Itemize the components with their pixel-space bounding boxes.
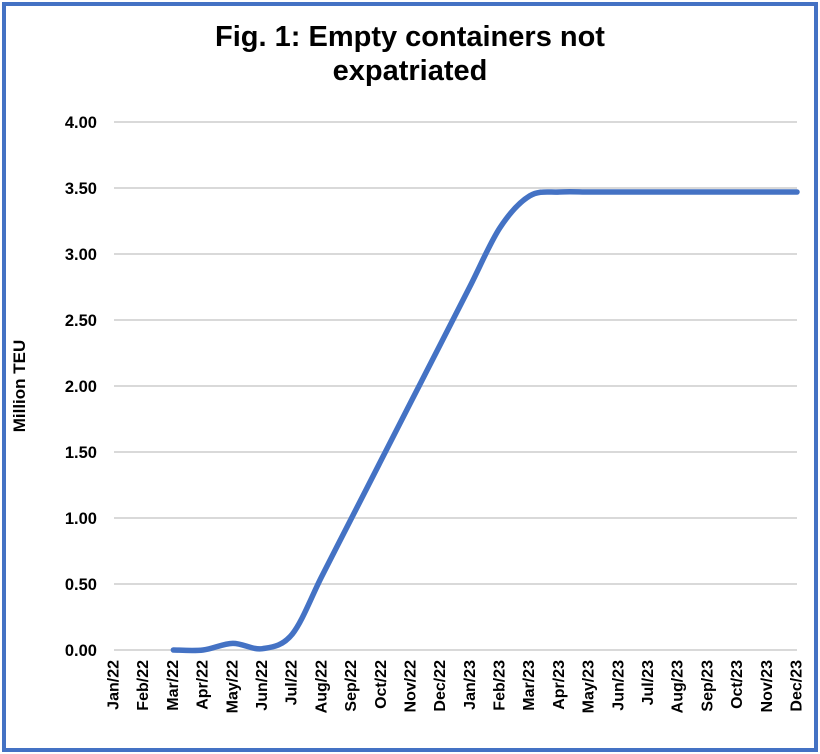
y-tick-label: 1.00 [65, 510, 97, 528]
x-tick-label: Dec/22 [432, 660, 449, 712]
y-tick-label: 0.00 [65, 642, 97, 660]
y-tick-label: 2.50 [65, 312, 97, 330]
y-tick-label: 4.00 [65, 114, 97, 132]
x-tick-label: Sep/23 [699, 660, 716, 712]
x-tick-label: Jul/22 [284, 660, 301, 705]
x-tick-label: Oct/22 [373, 660, 390, 709]
x-tick-label: Dec/23 [789, 660, 806, 712]
x-tick-label: Apr/23 [551, 660, 568, 710]
x-tick-label: Nov/22 [402, 660, 419, 713]
x-tick-label: Sep/22 [343, 660, 360, 712]
x-tick-label: Mar/22 [165, 660, 182, 711]
x-tick-label: Jan/22 [106, 660, 123, 710]
x-tick-label: May/22 [224, 660, 241, 713]
x-tick-label: Jun/23 [610, 660, 627, 711]
x-tick-label: Aug/22 [313, 660, 330, 713]
x-tick-label: Jan/23 [462, 660, 479, 710]
y-tick-label: 3.50 [65, 180, 97, 198]
x-tick-label: Oct/23 [729, 660, 746, 709]
chart-title: Fig. 1: Empty containers not expatriated [215, 21, 605, 87]
x-tick-label: May/23 [581, 660, 598, 713]
x-tick-label: Aug/23 [670, 660, 687, 713]
data-series-line [170, 188, 800, 654]
x-tick-label: Apr/22 [195, 660, 212, 710]
y-tick-label: 2.00 [65, 378, 97, 396]
x-tick-label: Mar/23 [521, 660, 538, 711]
x-tick-label: Jun/22 [254, 660, 271, 711]
x-tick-label: Feb/22 [135, 660, 152, 711]
y-tick-label: 0.50 [65, 576, 97, 594]
x-tick-label: Nov/23 [759, 660, 776, 713]
y-tick-label: 1.50 [65, 444, 97, 462]
x-tick-label: Jul/23 [640, 660, 657, 705]
y-tick-label: 3.00 [65, 246, 97, 264]
x-tick-label: Feb/23 [492, 660, 509, 711]
